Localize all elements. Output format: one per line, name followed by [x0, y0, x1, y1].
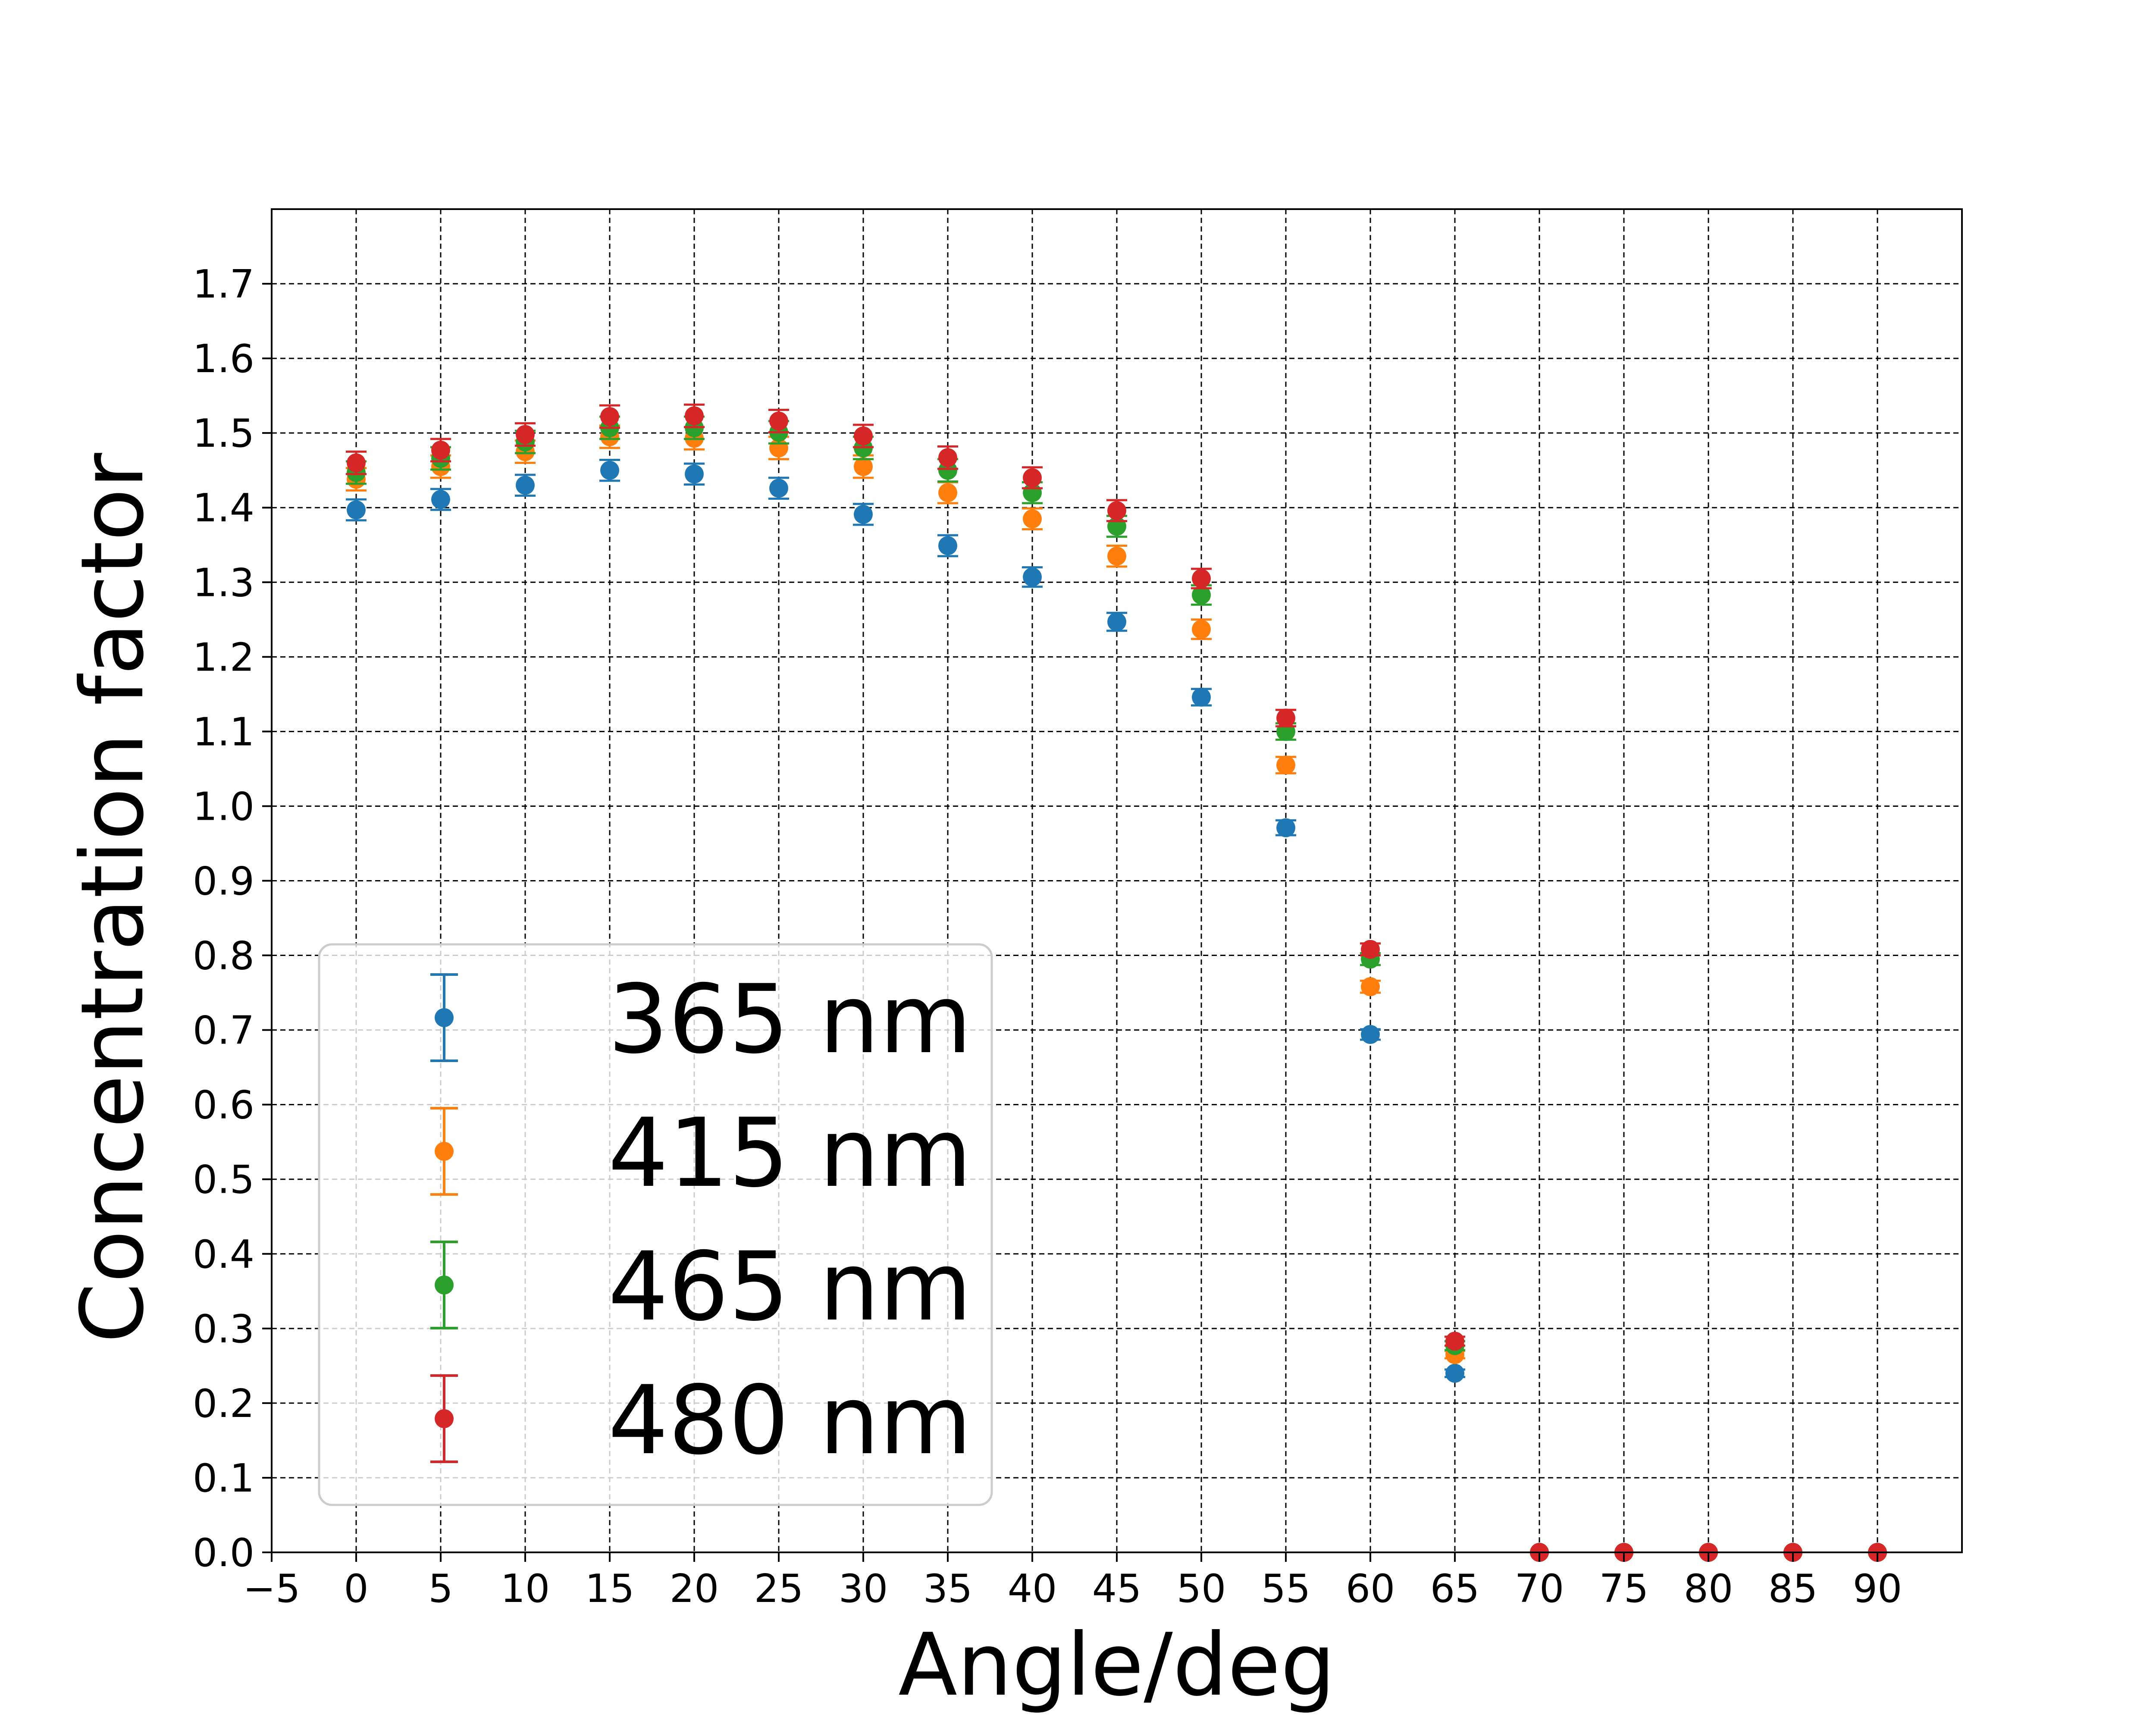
y-tick-label: 0.0: [193, 1530, 254, 1576]
legend-label: 365 nm: [608, 964, 972, 1075]
y-tick-label: 1.3: [193, 560, 254, 605]
y-tick-label: 0.1: [193, 1456, 254, 1501]
legend-marker: [435, 1409, 454, 1428]
legend-marker: [435, 1276, 454, 1294]
y-tick-label: 1.2: [193, 635, 254, 680]
data-point: [1361, 977, 1380, 997]
data-point: [1276, 708, 1295, 728]
legend-entry: 365 nm: [430, 964, 972, 1075]
y-tick-label: 0.2: [193, 1381, 254, 1426]
legend: 365 nm 415 nm 465 nm 480 nm: [318, 943, 993, 1506]
data-point: [1361, 940, 1380, 959]
data-point: [685, 464, 704, 484]
data-point: [769, 479, 788, 498]
data-point: [347, 453, 366, 473]
data-point: [600, 407, 619, 426]
data-point: [1445, 1363, 1464, 1383]
x-tick-label: 60: [1346, 1566, 1395, 1611]
legend-marker: [435, 1008, 454, 1027]
y-tick-label: 0.9: [193, 859, 254, 904]
y-tick-label: 0.3: [193, 1307, 254, 1352]
legend-box: [318, 943, 993, 1506]
x-tick-label: 30: [839, 1566, 888, 1611]
data-point: [431, 440, 450, 460]
y-tick-label: 1.5: [193, 411, 254, 456]
x-tick-label: 80: [1684, 1566, 1733, 1611]
legend-label: 465 nm: [608, 1232, 972, 1342]
x-tick-label: 65: [1430, 1566, 1480, 1611]
x-tick-label: 75: [1599, 1566, 1649, 1611]
data-point: [1192, 620, 1211, 639]
y-tick-label: 1.6: [193, 336, 254, 382]
data-point: [1023, 509, 1042, 529]
data-point: [685, 406, 704, 426]
legend-label: 415 nm: [608, 1098, 972, 1208]
x-tick-label: 35: [923, 1566, 973, 1611]
axis-ticks: −5 0 5 10 15 20 25 30 35 40 45 50 55 60 65 70 75 80 85 90 0.…: [193, 262, 1902, 1611]
data-point: [938, 483, 957, 502]
data-point: [1192, 585, 1211, 605]
y-tick-label: 1.1: [193, 709, 254, 755]
data-point: [516, 425, 535, 444]
legend-entry: 480 nm: [430, 1365, 972, 1476]
legend-entry: 465 nm: [430, 1232, 972, 1342]
data-point: [1192, 687, 1211, 707]
data-point: [938, 448, 957, 467]
x-tick-label: 40: [1008, 1566, 1057, 1611]
x-tick-label: 55: [1261, 1566, 1311, 1611]
data-point: [1107, 546, 1126, 566]
data-point: [1023, 468, 1042, 487]
data-point: [600, 461, 619, 480]
data-point: [1361, 1025, 1380, 1044]
x-tick-label: 85: [1768, 1566, 1818, 1611]
x-tick-label: 25: [754, 1566, 804, 1611]
data-point: [938, 536, 957, 555]
data-point: [1023, 567, 1042, 587]
x-axis-title: Angle/deg: [898, 1615, 1335, 1715]
y-tick-label: 0.4: [193, 1232, 254, 1277]
data-point: [516, 476, 535, 495]
data-point: [854, 457, 873, 476]
x-tick-label: 0: [344, 1566, 368, 1611]
x-tick-label: 50: [1177, 1566, 1226, 1611]
legend-marker: [435, 1142, 454, 1161]
x-tick-label: 45: [1092, 1566, 1142, 1611]
x-tick-label: 5: [428, 1566, 453, 1611]
y-tick-label: 1.0: [193, 784, 254, 829]
data-point: [854, 505, 873, 524]
data-point: [1445, 1332, 1464, 1351]
data-point: [1276, 755, 1295, 775]
data-point: [854, 426, 873, 446]
y-tick-label: 1.7: [193, 262, 254, 307]
y-tick-label: 1.4: [193, 486, 254, 531]
data-point: [431, 490, 450, 509]
x-tick-label: 70: [1515, 1566, 1564, 1611]
x-tick-label: 20: [670, 1566, 719, 1611]
data-point: [769, 411, 788, 431]
data-point: [1107, 612, 1126, 631]
data-point: [347, 500, 366, 520]
legend-label: 480 nm: [608, 1365, 972, 1476]
legend-entry: 415 nm: [430, 1098, 972, 1208]
x-tick-label: 10: [501, 1566, 550, 1611]
x-tick-label: 90: [1853, 1566, 1902, 1611]
y-tick-label: 0.8: [193, 934, 254, 979]
y-axis-title: Concentration factor: [63, 453, 163, 1343]
data-point: [1192, 569, 1211, 588]
x-tick-label: −5: [243, 1566, 301, 1611]
data-point: [1107, 501, 1126, 520]
y-tick-label: 0.6: [193, 1083, 254, 1128]
y-tick-label: 0.7: [193, 1008, 254, 1053]
data-series: [346, 403, 1887, 1562]
y-tick-label: 0.5: [193, 1157, 254, 1203]
data-point: [1276, 818, 1295, 837]
x-tick-label: 15: [585, 1566, 635, 1611]
